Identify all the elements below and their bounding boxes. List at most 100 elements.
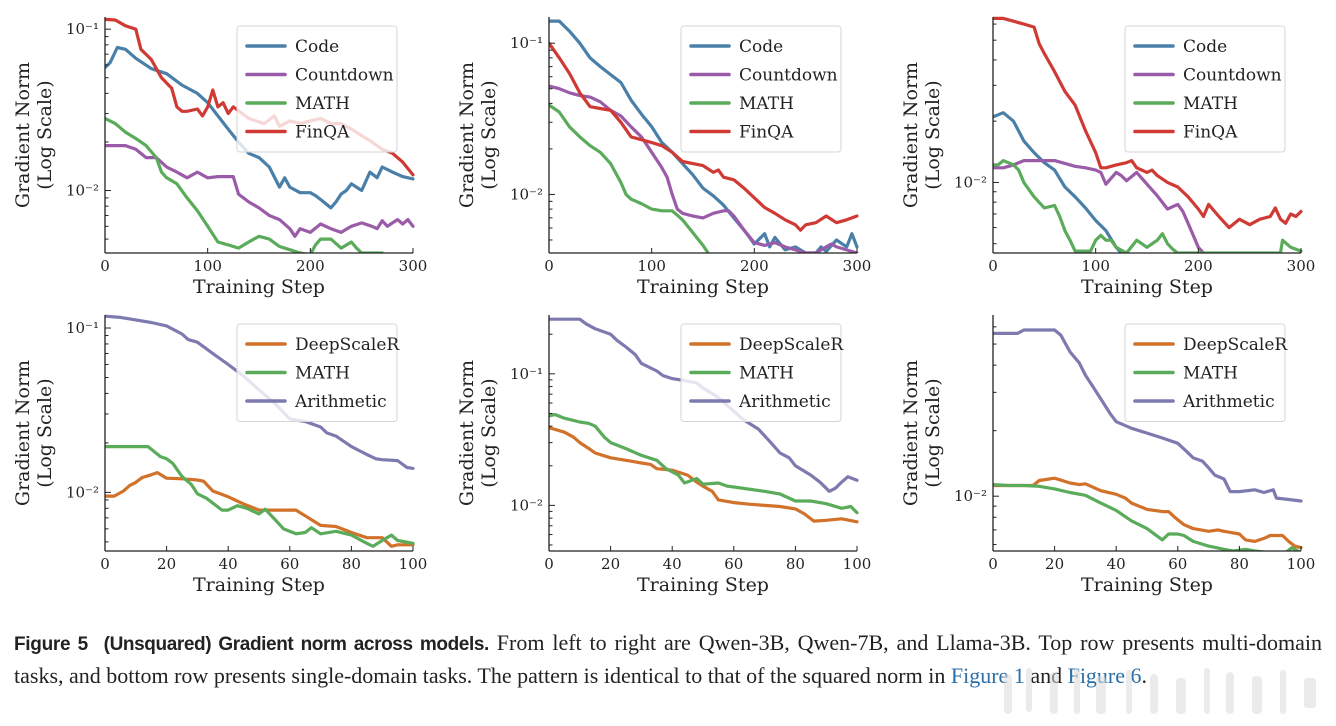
watermark-overlay bbox=[1004, 668, 1316, 714]
legend-label-deepscaler: DeepScaleR bbox=[739, 335, 844, 355]
x-tick-label: 300 bbox=[1287, 257, 1316, 275]
legend-label-math: MATH bbox=[739, 364, 794, 384]
x-tick-label: 0 bbox=[100, 555, 110, 573]
series-line-math bbox=[549, 413, 859, 515]
x-tick-label: 20 bbox=[157, 555, 176, 573]
chart-panel-5: 0 20 40 60 80 100 10⁻¹ 10⁻² Training Step Gradien… bbox=[456, 315, 871, 596]
x-axis-label: Training Step bbox=[193, 574, 325, 596]
x-tick-label: 0 bbox=[100, 257, 110, 275]
y-axis-label: Gradient Norm(Log Scale) bbox=[900, 62, 944, 208]
x-tick-label: 60 bbox=[724, 555, 743, 573]
legend-box bbox=[236, 323, 398, 422]
legend-label-code: Code bbox=[295, 37, 339, 57]
legend: DeepScaleR MATH Arithmetic bbox=[1124, 323, 1288, 422]
x-tick-label: 40 bbox=[663, 555, 682, 573]
legend-label-arithmetic: Arithmetic bbox=[738, 392, 831, 412]
legend-box bbox=[680, 323, 842, 422]
chart-panel-6: 0 20 40 60 80 100 10⁻² Training Step Gradient No… bbox=[900, 315, 1315, 596]
y-axis-label: Gradient Norm(Log Scale) bbox=[900, 360, 944, 506]
series-line-deepscaler bbox=[105, 471, 415, 548]
x-tick-label: 0 bbox=[988, 555, 998, 573]
legend-label-code: Code bbox=[1183, 37, 1227, 57]
series-line-code bbox=[993, 111, 1123, 253]
legend-label-math: MATH bbox=[1183, 364, 1238, 384]
series-line-math bbox=[549, 103, 710, 253]
series-line-math bbox=[993, 159, 1303, 253]
caption-text: From left to right are Qwen-3B, Qwen-7B,… bbox=[14, 630, 1322, 688]
x-tick-label: 100 bbox=[843, 555, 872, 573]
y-axis-label: Gradient Norm(Log Scale) bbox=[456, 360, 500, 506]
figure-1-link[interactable]: Figure 1 bbox=[950, 663, 1025, 688]
series-line-arithmetic bbox=[993, 328, 1303, 503]
y-tick-label: 10⁻¹ bbox=[66, 319, 99, 337]
series-line-math bbox=[993, 483, 1302, 551]
legend-label-finqa: FinQA bbox=[739, 123, 794, 143]
x-axis-label: Training Step bbox=[1081, 276, 1213, 298]
y-tick-label: 10⁻² bbox=[954, 487, 987, 505]
chart-panel-3: 0 100 200 300 10⁻² Training Step Gradient Norm… bbox=[900, 16, 1316, 298]
series-line-deepscaler bbox=[549, 426, 859, 524]
legend-label-math: MATH bbox=[1183, 94, 1238, 114]
legend: Code Countdown MATH FinQA bbox=[1124, 25, 1286, 153]
legend-box bbox=[1124, 25, 1286, 153]
legend: DeepScaleR MATH Arithmetic bbox=[680, 323, 844, 422]
x-axis-label: Training Step bbox=[637, 574, 769, 596]
legend-label-math: MATH bbox=[295, 94, 350, 114]
figure-label: Figure 5 bbox=[14, 634, 88, 655]
y-axis-label: Gradient Norm(Log Scale) bbox=[12, 62, 56, 208]
x-tick-label: 0 bbox=[544, 257, 554, 275]
series-line-deepscaler bbox=[993, 476, 1303, 550]
legend-label-countdown: Countdown bbox=[739, 66, 838, 86]
legend-label-arithmetic: Arithmetic bbox=[294, 392, 387, 412]
x-axis-label: Training Step bbox=[637, 276, 769, 298]
y-tick-label: 10⁻¹ bbox=[510, 34, 543, 52]
x-tick-label: 200 bbox=[740, 257, 769, 275]
series-line-math bbox=[105, 116, 384, 253]
series-lines bbox=[993, 16, 1303, 253]
x-tick-label: 60 bbox=[1168, 555, 1187, 573]
legend-label-finqa: FinQA bbox=[1183, 123, 1238, 143]
y-axis-label: Gradient Norm(Log Scale) bbox=[12, 360, 56, 506]
x-tick-label: 200 bbox=[296, 257, 325, 275]
legend-label-math: MATH bbox=[739, 94, 794, 114]
x-tick-label: 100 bbox=[193, 257, 222, 275]
legend-box bbox=[680, 25, 842, 153]
chart-panel-1: 0 100 200 300 10⁻¹ 10⁻² Training Step Gradient … bbox=[12, 17, 427, 298]
chart-panel-2: 0 100 200 300 10⁻¹ 10⁻² Training Step Gradient … bbox=[456, 17, 871, 298]
series-lines bbox=[993, 328, 1303, 551]
x-tick-label: 100 bbox=[399, 555, 428, 573]
legend-label-deepscaler: DeepScaleR bbox=[1183, 335, 1288, 355]
legend: DeepScaleR MATH Arithmetic bbox=[236, 323, 400, 422]
y-tick-label: 10⁻¹ bbox=[510, 365, 543, 383]
legend-label-deepscaler: DeepScaleR bbox=[295, 335, 400, 355]
legend-box bbox=[236, 25, 398, 153]
x-tick-label: 20 bbox=[1045, 555, 1064, 573]
x-tick-label: 100 bbox=[1081, 257, 1110, 275]
x-tick-label: 60 bbox=[280, 555, 299, 573]
y-tick-label: 10⁻² bbox=[510, 185, 543, 203]
x-tick-label: 40 bbox=[219, 555, 238, 573]
caption-text-3: . bbox=[1141, 663, 1148, 688]
x-tick-label: 100 bbox=[637, 257, 666, 275]
series-line-countdown bbox=[993, 159, 1206, 253]
y-tick-label: 10⁻² bbox=[954, 173, 987, 191]
legend-box bbox=[1124, 323, 1286, 422]
y-tick-label: 10⁻² bbox=[510, 496, 543, 514]
x-tick-label: 100 bbox=[1287, 555, 1316, 573]
y-tick-label: 10⁻² bbox=[66, 483, 99, 501]
x-axis-label: Training Step bbox=[1081, 574, 1213, 596]
figure-caption: Figure 5 (Unsquared) Gradient norm acros… bbox=[14, 627, 1322, 691]
legend-label-finqa: FinQA bbox=[295, 123, 350, 143]
x-tick-label: 20 bbox=[601, 555, 620, 573]
series-line-code bbox=[105, 45, 415, 210]
x-axis-label: Training Step bbox=[193, 276, 325, 298]
legend-label-countdown: Countdown bbox=[295, 66, 394, 86]
x-tick-label: 300 bbox=[399, 257, 428, 275]
x-tick-label: 200 bbox=[1184, 257, 1213, 275]
series-line-finqa bbox=[993, 16, 1303, 230]
legend-label-code: Code bbox=[739, 37, 783, 57]
legend-label-arithmetic: Arithmetic bbox=[1182, 392, 1275, 412]
series-lines bbox=[549, 19, 859, 253]
x-tick-label: 300 bbox=[843, 257, 872, 275]
x-tick-label: 0 bbox=[988, 257, 998, 275]
